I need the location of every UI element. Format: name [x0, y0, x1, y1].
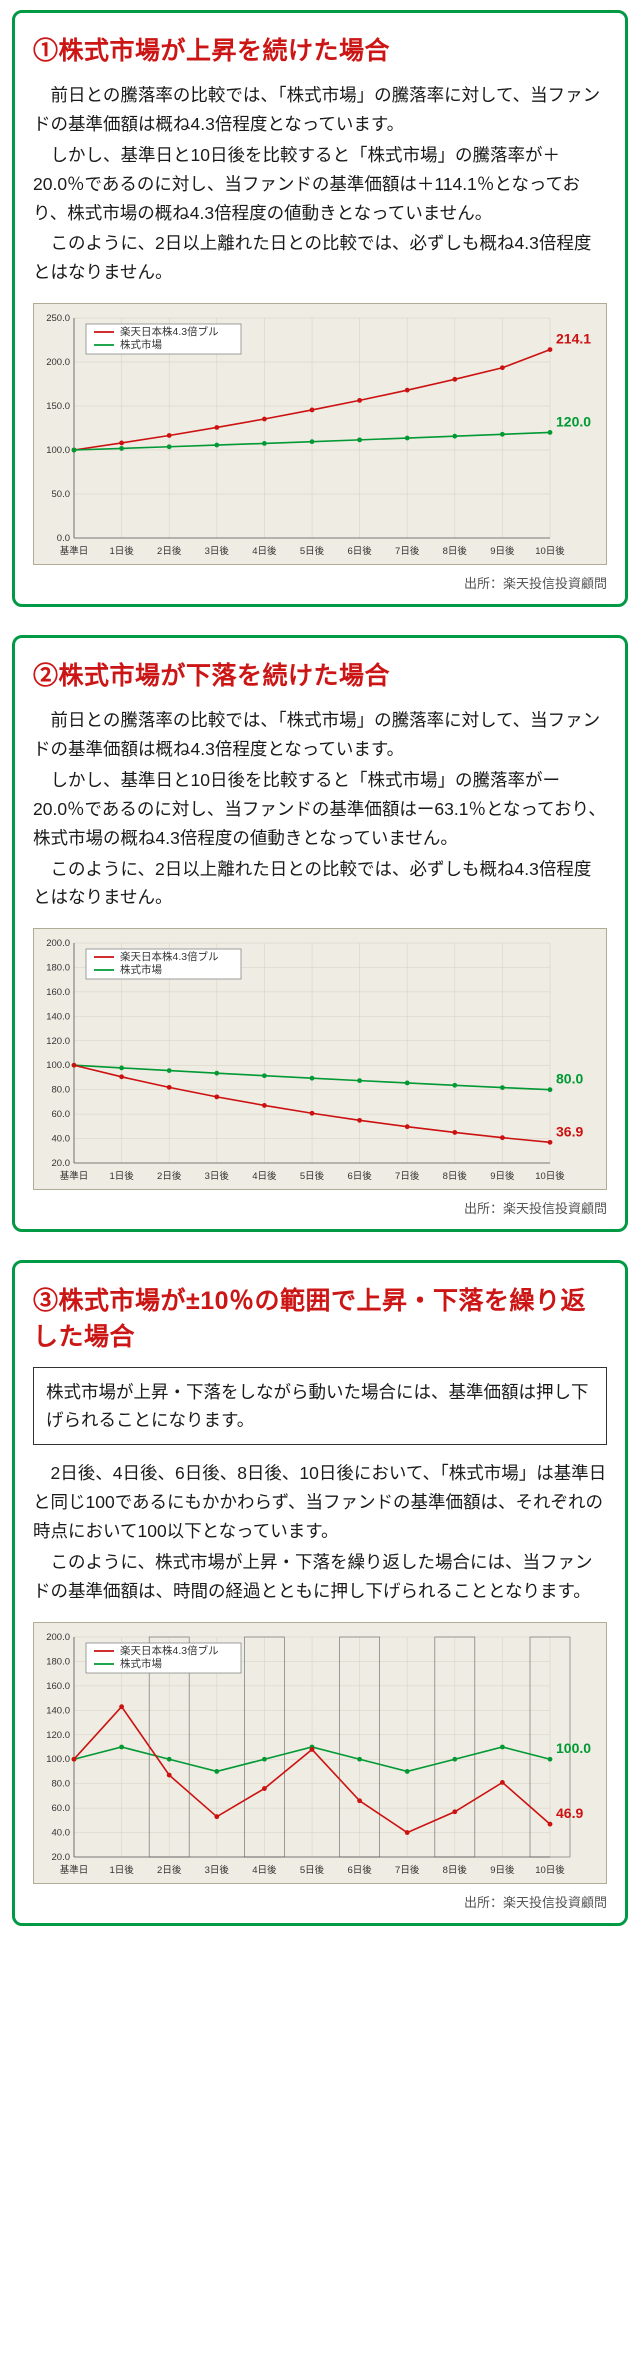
chart-area: 20.0 40.0 60.0 80.0 100.0 120.0 140.0 160.0 180.… — [33, 928, 607, 1190]
panel-heading: ②株式市場が下落を続けた場合 — [33, 656, 607, 692]
svg-text:250.0: 250.0 — [46, 313, 70, 324]
svg-text:160.0: 160.0 — [46, 987, 70, 998]
svg-text:140.0: 140.0 — [46, 1012, 70, 1023]
svg-text:100.0: 100.0 — [46, 445, 70, 456]
chart-source: 出所：楽天投信投資顧問 — [33, 1198, 607, 1217]
svg-text:150.0: 150.0 — [46, 401, 70, 412]
svg-text:180.0: 180.0 — [46, 1656, 70, 1667]
svg-text:40.0: 40.0 — [52, 1827, 71, 1838]
svg-text:基準日: 基準日 — [60, 545, 89, 557]
svg-text:8日後: 8日後 — [443, 545, 468, 557]
svg-text:7日後: 7日後 — [395, 545, 420, 557]
svg-text:6日後: 6日後 — [347, 1864, 372, 1876]
svg-text:160.0: 160.0 — [46, 1681, 70, 1692]
svg-text:80.0: 80.0 — [52, 1778, 71, 1789]
svg-text:10日後: 10日後 — [535, 1170, 565, 1182]
svg-text:60.0: 60.0 — [52, 1803, 71, 1814]
svg-text:10日後: 10日後 — [535, 1864, 565, 1876]
svg-text:100.0: 100.0 — [556, 1740, 591, 1756]
paragraph: 2日後、4日後、6日後、8日後、10日後において、「株式市場」は基準日と同じ10… — [33, 1459, 607, 1546]
svg-text:5日後: 5日後 — [300, 1864, 325, 1876]
paragraph: しかし、基準日と10日後を比較すると「株式市場」の騰落率がー20.0％であるのに… — [33, 766, 607, 853]
svg-text:120.0: 120.0 — [556, 414, 591, 430]
svg-text:40.0: 40.0 — [52, 1134, 71, 1145]
panel-heading: ①株式市場が上昇を続けた場合 — [33, 31, 607, 67]
svg-text:楽天日本株4.3倍ブル: 楽天日本株4.3倍ブル — [120, 1644, 219, 1657]
svg-text:基準日: 基準日 — [60, 1170, 89, 1182]
svg-text:120.0: 120.0 — [46, 1729, 70, 1740]
svg-text:9日後: 9日後 — [490, 545, 515, 557]
svg-text:楽天日本株4.3倍ブル: 楽天日本株4.3倍ブル — [120, 325, 219, 338]
svg-text:4日後: 4日後 — [252, 1864, 277, 1876]
paragraph: 前日との騰落率の比較では、「株式市場」の騰落率に対して、当ファンドの基準価額は概… — [33, 81, 607, 139]
svg-text:6日後: 6日後 — [347, 1170, 372, 1182]
svg-text:7日後: 7日後 — [395, 1864, 420, 1876]
svg-text:3日後: 3日後 — [205, 1864, 230, 1876]
svg-text:180.0: 180.0 — [46, 963, 70, 974]
svg-text:200.0: 200.0 — [46, 357, 70, 368]
paragraph: このように、2日以上離れた日との比較では、必ずしも概ね4.3倍程度とはなりません… — [33, 855, 607, 913]
svg-text:100.0: 100.0 — [46, 1754, 70, 1765]
panel-2: ②株式市場が下落を続けた場合前日との騰落率の比較では、「株式市場」の騰落率に対し… — [12, 635, 628, 1232]
svg-text:200.0: 200.0 — [46, 938, 70, 949]
svg-text:20.0: 20.0 — [52, 1852, 71, 1863]
svg-text:140.0: 140.0 — [46, 1705, 70, 1716]
paragraph: 前日との騰落率の比較では、「株式市場」の騰落率に対して、当ファンドの基準価額は概… — [33, 706, 607, 764]
paragraph: このように、株式市場が上昇・下落を繰り返した場合には、当ファンドの基準価額は、時… — [33, 1548, 607, 1606]
svg-text:20.0: 20.0 — [52, 1158, 71, 1169]
chart-source: 出所：楽天投信投資顧問 — [33, 1892, 607, 1911]
svg-text:株式市場: 株式市場 — [120, 1657, 162, 1670]
svg-text:10日後: 10日後 — [535, 545, 565, 557]
chart-source: 出所：楽天投信投資顧問 — [33, 573, 607, 592]
svg-text:4日後: 4日後 — [252, 1170, 277, 1182]
panel-heading: ③株式市場が±10％の範囲で上昇・下落を繰り返した場合 — [33, 1281, 607, 1353]
svg-text:200.0: 200.0 — [46, 1632, 70, 1643]
svg-text:3日後: 3日後 — [205, 545, 230, 557]
svg-text:2日後: 2日後 — [157, 545, 182, 557]
svg-text:50.0: 50.0 — [52, 489, 71, 500]
svg-text:60.0: 60.0 — [52, 1109, 71, 1120]
svg-text:2日後: 2日後 — [157, 1170, 182, 1182]
svg-text:基準日: 基準日 — [60, 1864, 89, 1876]
svg-text:214.1: 214.1 — [556, 331, 591, 347]
svg-text:7日後: 7日後 — [395, 1170, 420, 1182]
svg-text:5日後: 5日後 — [300, 545, 325, 557]
panel-3: ③株式市場が±10％の範囲で上昇・下落を繰り返した場合株式市場が上昇・下落をしな… — [12, 1260, 628, 1925]
svg-text:4日後: 4日後 — [252, 545, 277, 557]
svg-text:9日後: 9日後 — [490, 1170, 515, 1182]
svg-text:120.0: 120.0 — [46, 1036, 70, 1047]
svg-text:3日後: 3日後 — [205, 1170, 230, 1182]
svg-text:8日後: 8日後 — [443, 1170, 468, 1182]
svg-text:46.9: 46.9 — [556, 1805, 583, 1821]
chart-area: 0.0 50.0 100.0 150.0 200.0 250.0 基準日 1日後 2日後 3日後 4… — [33, 303, 607, 565]
svg-text:9日後: 9日後 — [490, 1864, 515, 1876]
svg-text:80.0: 80.0 — [556, 1071, 583, 1087]
svg-text:0.0: 0.0 — [57, 533, 70, 544]
paragraph: しかし、基準日と10日後を比較すると「株式市場」の騰落率が＋20.0％であるのに… — [33, 141, 607, 228]
svg-text:100.0: 100.0 — [46, 1060, 70, 1071]
svg-text:8日後: 8日後 — [443, 1864, 468, 1876]
svg-text:1日後: 1日後 — [109, 545, 134, 557]
svg-text:80.0: 80.0 — [52, 1085, 71, 1096]
svg-text:1日後: 1日後 — [109, 1170, 134, 1182]
svg-text:株式市場: 株式市場 — [120, 338, 162, 351]
svg-text:36.9: 36.9 — [556, 1124, 583, 1140]
svg-text:2日後: 2日後 — [157, 1864, 182, 1876]
svg-text:株式市場: 株式市場 — [120, 963, 162, 976]
chart-area: 20.0 40.0 60.0 80.0 100.0 120.0 140.0 160.0 180.… — [33, 1622, 607, 1884]
panel-1: ①株式市場が上昇を続けた場合前日との騰落率の比較では、「株式市場」の騰落率に対し… — [12, 10, 628, 607]
note-box: 株式市場が上昇・下落をしながら動いた場合には、基準価額は押し下げられることになり… — [33, 1367, 607, 1445]
paragraph: このように、2日以上離れた日との比較では、必ずしも概ね4.3倍程度とはなりません… — [33, 229, 607, 287]
svg-text:楽天日本株4.3倍ブル: 楽天日本株4.3倍ブル — [120, 950, 219, 963]
svg-text:6日後: 6日後 — [347, 545, 372, 557]
svg-text:5日後: 5日後 — [300, 1170, 325, 1182]
svg-text:1日後: 1日後 — [109, 1864, 134, 1876]
